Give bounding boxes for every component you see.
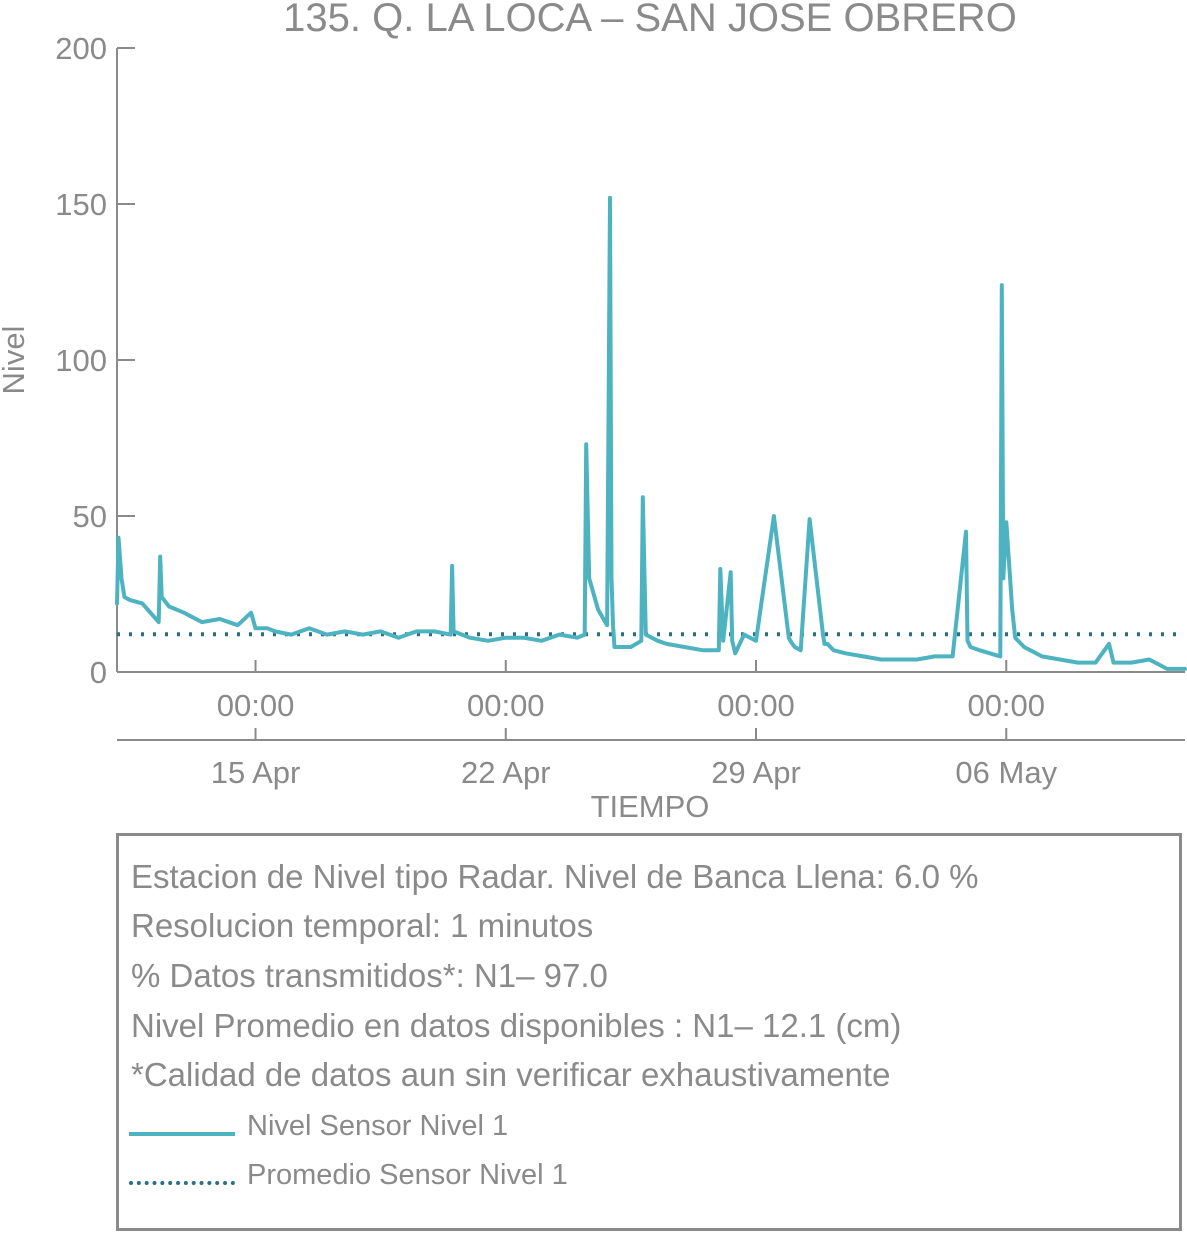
x-tick-label-date: 29 Apr: [711, 755, 801, 790]
y-tick-label: 0: [90, 655, 107, 690]
y-tick-label: 50: [73, 499, 107, 534]
info-quality-note: *Calidad de datos aun sin verificar exha…: [131, 1056, 891, 1093]
x-axis-label: TIEMPO: [591, 789, 710, 824]
x-tick-label-time: 00:00: [467, 688, 545, 723]
info-legend-box: Estacion de Nivel tipo Radar. Nivel de B…: [116, 833, 1182, 1231]
level-chart: 135. Q. LA LOCA – SAN JOSE OBRERO Nivel …: [0, 0, 1187, 824]
y-tick-label: 150: [55, 187, 107, 222]
info-station-type: Estacion de Nivel tipo Radar. Nivel de B…: [131, 858, 979, 895]
x-tick-label-time: 00:00: [717, 688, 795, 723]
chart-title: 135. Q. LA LOCA – SAN JOSE OBRERO: [283, 0, 1017, 40]
x-tick-label-date: 15 Apr: [211, 755, 301, 790]
info-mean-level: Nivel Promedio en datos disponibles : N1…: [131, 1007, 902, 1044]
x-tick-label-date: 22 Apr: [461, 755, 551, 790]
y-tick-label: 200: [55, 31, 107, 66]
legend-dotted-line-icon: [129, 1181, 235, 1185]
chart-axes: 0 50 100 150 200 00:00 15 Apr 00:00 22 Apr 00:00 2…: [55, 31, 1185, 790]
chart-marks: [115, 195, 1187, 671]
legend-solid-line-icon: [129, 1132, 235, 1136]
y-axis-label: Nivel: [0, 326, 31, 395]
level-series-line: [115, 195, 1187, 671]
y-tick-label: 100: [55, 343, 107, 378]
legend-mean-label: Promedio Sensor Nivel 1: [247, 1159, 568, 1191]
x-tick-label-date: 06 May: [955, 755, 1057, 790]
info-data-transmitted: % Datos transmitidos*: N1– 97.0: [131, 957, 608, 994]
x-tick-label-time: 00:00: [967, 688, 1045, 723]
legend-level-label: Nivel Sensor Nivel 1: [247, 1110, 509, 1142]
x-tick-label-time: 00:00: [217, 688, 295, 723]
info-time-resolution: Resolucion temporal: 1 minutos: [131, 907, 594, 944]
